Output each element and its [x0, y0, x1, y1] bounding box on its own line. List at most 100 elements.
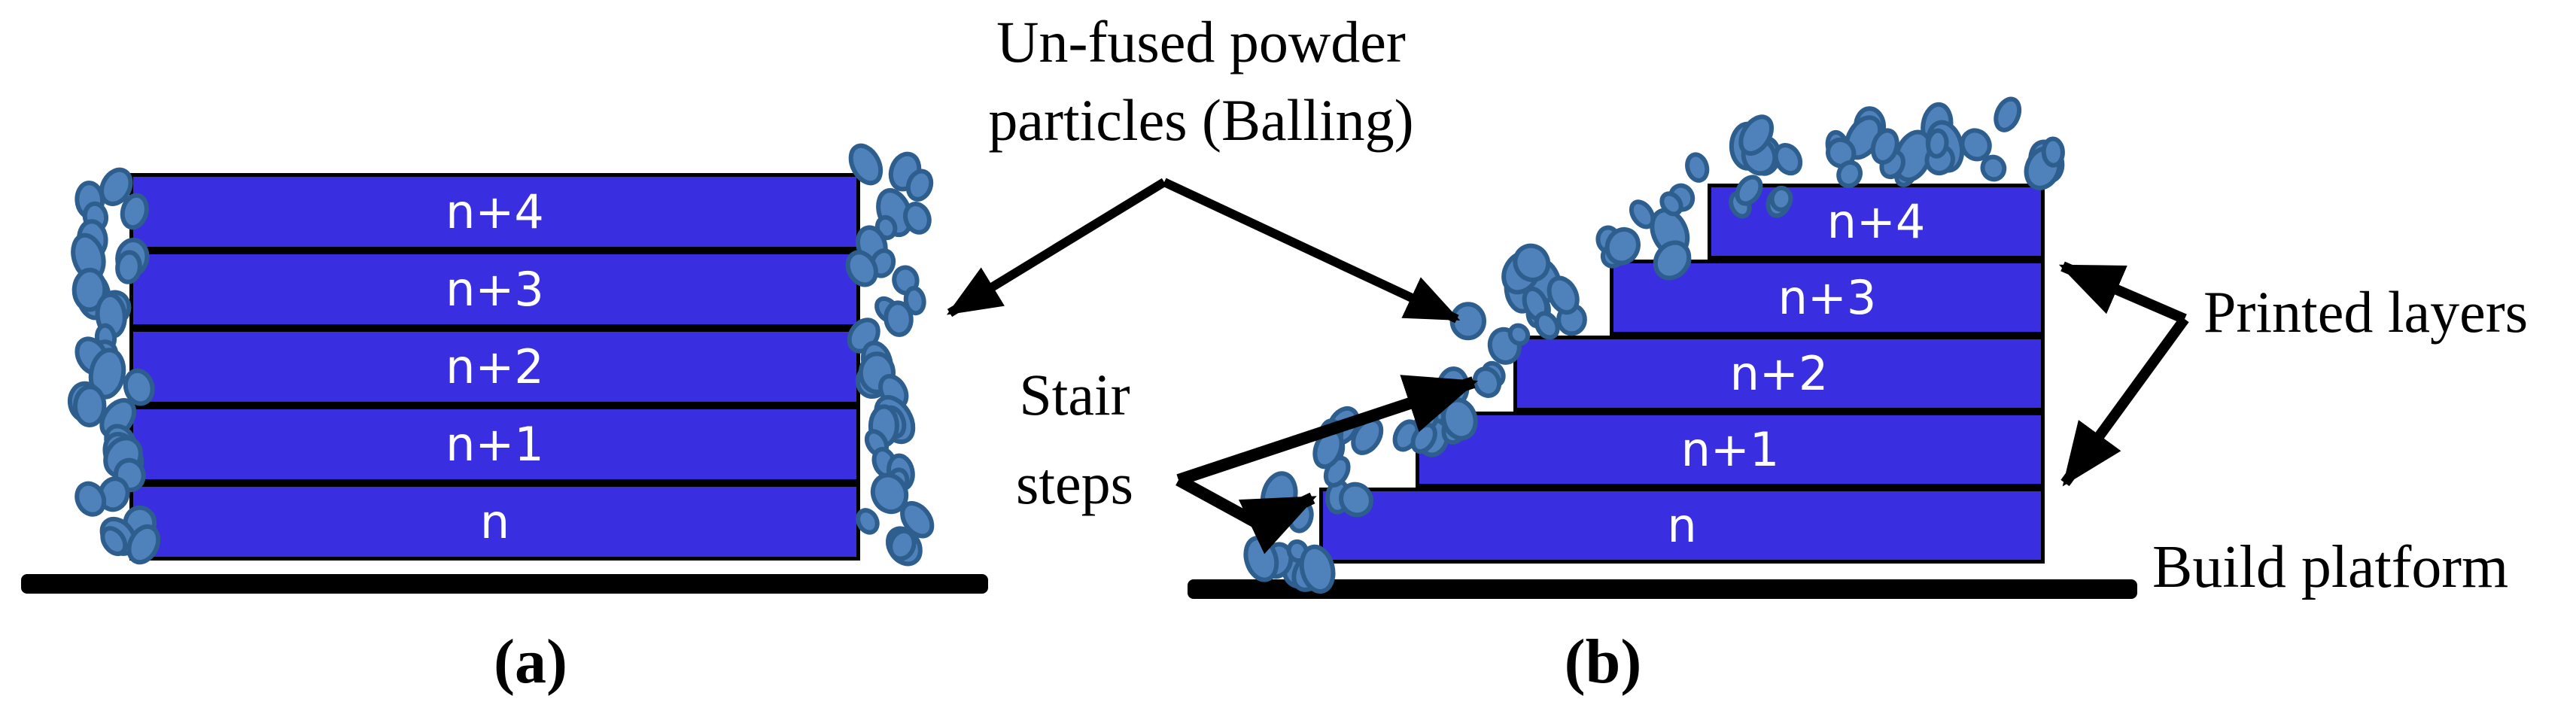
powder-particle — [887, 467, 910, 495]
build-platform-bar-a — [21, 574, 988, 594]
powder-particle — [1326, 406, 1360, 446]
powder-particle — [869, 248, 896, 278]
powder-particle — [903, 202, 932, 235]
powder-particle — [888, 528, 917, 561]
powder-particle — [1312, 428, 1344, 469]
powder-particle — [95, 292, 127, 339]
arrow-printed-upper — [2058, 261, 2187, 324]
powder-particle — [1525, 257, 1562, 303]
powder-particle — [1738, 114, 1775, 156]
powder-particle — [1436, 366, 1470, 409]
powder-particle — [1741, 136, 1778, 176]
powder-particle — [1547, 275, 1580, 315]
powder-particle — [1595, 225, 1622, 254]
powder-particle — [1433, 371, 1469, 411]
unfused-powder-label: Un-fused powder particles (Balling) — [858, 3, 1544, 160]
powder-particle — [94, 323, 117, 353]
powder-particle — [1501, 250, 1542, 295]
powder-particle — [1287, 500, 1314, 533]
powder-particle — [1472, 366, 1502, 398]
stair-steps-label: Stair steps — [962, 351, 1188, 528]
powder-particle — [1844, 115, 1883, 160]
powder-particle — [2041, 136, 2065, 168]
powder-particle — [1854, 106, 1887, 147]
powder-particle — [1826, 137, 1857, 169]
powder-particle — [98, 476, 130, 512]
layer-b-n+1: n+1 — [1416, 412, 2045, 488]
powder-particle — [1825, 129, 1851, 164]
stair-steps-line1: Stair — [1019, 362, 1130, 427]
powder-particle — [905, 169, 934, 202]
powder-particle — [1629, 199, 1656, 229]
layer-b-n: n — [1319, 488, 2045, 564]
powder-particle — [884, 300, 914, 337]
powder-particle — [100, 526, 128, 557]
powder-particle — [88, 348, 126, 400]
powder-particle — [1243, 535, 1279, 582]
powder-particle — [1980, 154, 2007, 182]
arrow-balling-to-a — [946, 178, 1167, 318]
powder-particle — [874, 296, 900, 324]
powder-particle — [1650, 208, 1690, 257]
arrow-printed-lower — [2060, 315, 2189, 487]
powder-particle — [885, 526, 923, 567]
layer-a-n+1: n+1 — [129, 406, 860, 483]
powder-particle — [2028, 139, 2065, 184]
layer-a-n+3: n+3 — [129, 251, 860, 328]
layer-a-n: n — [129, 483, 860, 561]
powder-particle — [82, 201, 109, 232]
layer-b-n+2: n+2 — [1513, 336, 2045, 412]
powder-particle — [1925, 120, 1965, 173]
powder-particle — [871, 447, 898, 479]
powder-particle — [71, 267, 108, 312]
caption-a: (a) — [494, 627, 567, 697]
powder-particle — [876, 188, 914, 238]
powder-particle — [892, 265, 920, 296]
powder-particle — [1319, 431, 1346, 466]
powder-particle — [1260, 471, 1298, 522]
powder-particle — [1685, 152, 1710, 183]
powder-particle — [864, 429, 890, 457]
powder-particle — [1931, 130, 1957, 164]
powder-particle — [75, 181, 105, 220]
layer-a-n+4: n+4 — [129, 173, 860, 251]
build-platform-bar-b — [1188, 579, 2137, 599]
powder-particle — [72, 384, 107, 427]
powder-particle — [1921, 102, 1954, 149]
powder-particle — [874, 214, 898, 241]
powder-particle — [75, 271, 111, 321]
powder-particle — [1513, 243, 1551, 282]
powder-particle — [860, 340, 893, 383]
powder-particle — [900, 500, 935, 539]
powder-particle — [1668, 183, 1696, 212]
powder-particle — [870, 473, 909, 515]
powder-particle — [1749, 135, 1781, 176]
powder-particle — [1729, 121, 1766, 171]
powder-particle — [1556, 303, 1587, 336]
powder-particle — [87, 339, 119, 375]
unfused-powder-line1: Un-fused powder — [996, 9, 1406, 74]
powder-particle — [75, 481, 107, 517]
powder-particle — [1926, 128, 1949, 159]
printed-layers-label: Printed layers — [2203, 279, 2529, 345]
powder-particle — [1525, 294, 1551, 329]
powder-particle — [880, 405, 907, 439]
powder-particle — [75, 336, 109, 376]
powder-particle — [858, 351, 896, 394]
powder-particle — [1870, 128, 1899, 165]
arrow-stair-steps-lower — [1175, 474, 1317, 555]
powder-particle — [1924, 144, 1955, 176]
powder-particle — [1659, 191, 1683, 217]
layer-a-n+2: n+2 — [129, 328, 860, 406]
powder-particle — [1449, 302, 1487, 341]
powder-particle — [1286, 539, 1309, 564]
powder-particle — [1773, 143, 1803, 176]
powder-particle — [1481, 360, 1506, 387]
unfused-powder-line2: particles (Balling) — [988, 87, 1414, 153]
powder-particle — [98, 290, 132, 327]
powder-particle — [1960, 128, 1992, 162]
powder-particle — [868, 404, 899, 448]
arrow-balling-to-b — [1162, 178, 1461, 324]
layer-b-n+3: n+3 — [1610, 260, 2045, 336]
